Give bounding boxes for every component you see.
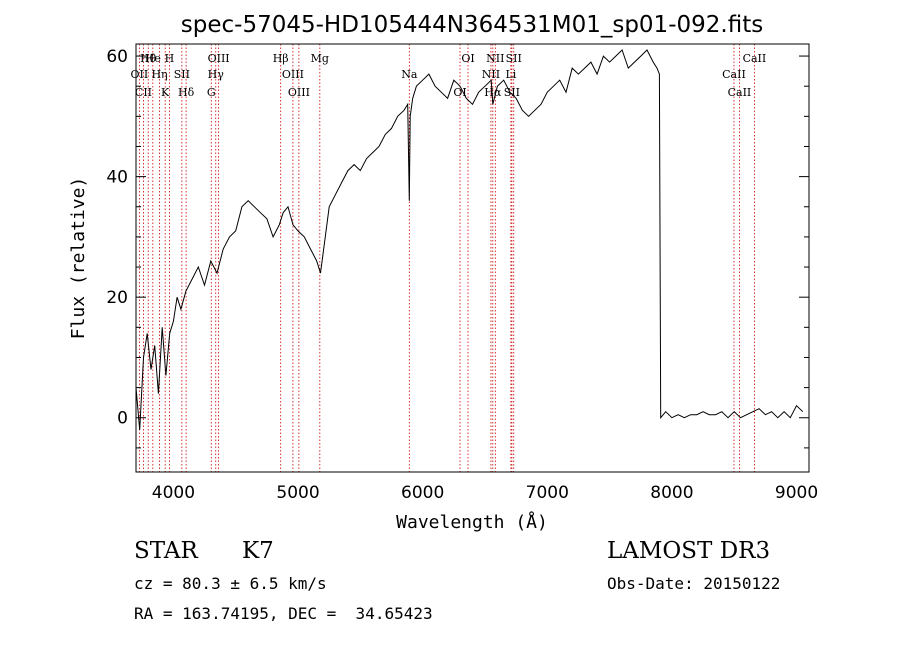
y-axis-label: Flux (relative)	[68, 177, 89, 340]
x-axis: 4000 5000 6000 7000 8000 9000	[152, 483, 818, 503]
redshift-value: cz = 80.3 ± 6.5 km/s	[134, 574, 327, 593]
y-tick-label: 40	[106, 168, 128, 188]
survey-name: LAMOST DR3	[607, 538, 771, 564]
x-tick-label: 5000	[276, 483, 319, 503]
x-tick-label: 4000	[152, 483, 195, 503]
marker-label: K	[161, 86, 170, 99]
marker-label: Hβ	[273, 52, 289, 65]
marker-label: G	[207, 86, 216, 99]
marker-label: OII	[131, 68, 149, 81]
marker-label: NII	[486, 52, 504, 65]
marker-label: OIII	[288, 86, 310, 99]
y-tick-label: 20	[106, 288, 128, 308]
marker-label: SII	[506, 52, 522, 65]
x-tick-label: 6000	[401, 483, 444, 503]
x-axis-label: Wavelength (Å)	[396, 511, 548, 533]
x-tick-label: 9000	[775, 483, 818, 503]
chart-title: spec-57045-HD105444N364531M01_sp01-092.f…	[181, 12, 763, 38]
marker-label: OIII	[208, 52, 230, 65]
marker-label: CaII	[728, 86, 752, 99]
marker-label: He	[145, 52, 161, 65]
coordinates: RA = 163.74195, DEC = 34.65423	[134, 604, 433, 623]
x-tick-label: 7000	[526, 483, 569, 503]
y-tick-label: 0	[117, 409, 128, 429]
marker-lines	[138, 44, 755, 472]
marker-label: Hθ	[140, 52, 157, 65]
plot-frame	[135, 43, 810, 473]
series-line	[135, 49, 804, 430]
y-tick-label: 60	[106, 47, 128, 67]
marker-label: Hδ	[178, 86, 195, 99]
marker-label: OI	[453, 86, 466, 99]
marker-label: Hγ	[208, 68, 225, 81]
marker-label: H	[165, 52, 175, 65]
marker-label: NII	[482, 68, 500, 81]
x-tick-label: 8000	[650, 483, 693, 503]
marker-label: Mg	[311, 52, 329, 65]
marker-label: SII	[504, 86, 520, 99]
observation-date: Obs-Date: 20150122	[607, 574, 781, 593]
marker-label: Hα	[484, 86, 502, 99]
marker-label: OI	[461, 52, 474, 65]
marker-label: Hη	[151, 68, 167, 81]
marker-label: Li	[505, 68, 516, 81]
marker-label: CaII	[722, 68, 746, 81]
marker-label: OIII	[282, 68, 304, 81]
y-axis: 0 20 40 60	[106, 47, 809, 449]
object-class: STAR	[134, 538, 198, 564]
object-subclass: K7	[242, 538, 274, 564]
marker-label: CII	[135, 86, 152, 99]
marker-labels: Hθ OII CII He Hη K H SII Hδ OIII Hγ G Hβ OIII OIII Mg Na…	[131, 52, 767, 99]
marker-label: Na	[401, 68, 418, 81]
marker-label: CaII	[743, 52, 767, 65]
marker-label: SII	[174, 68, 190, 81]
